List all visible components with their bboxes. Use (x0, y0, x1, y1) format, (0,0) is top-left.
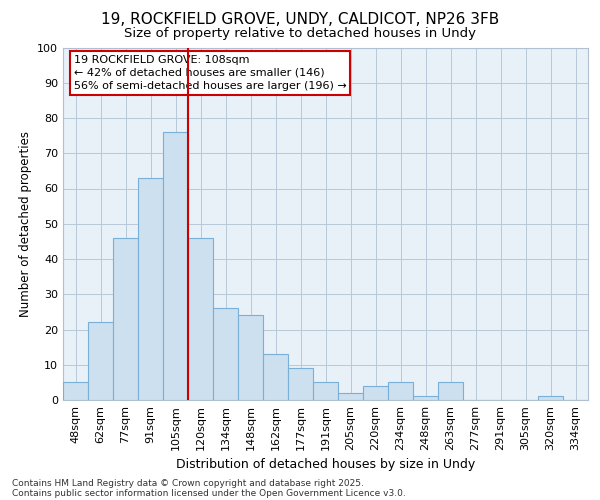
Bar (338, 393, 363, 400)
Bar (363, 386, 388, 400)
Bar (538, 396, 563, 400)
Text: 19, ROCKFIELD GROVE, UNDY, CALDICOT, NP26 3FB: 19, ROCKFIELD GROVE, UNDY, CALDICOT, NP2… (101, 12, 499, 28)
Bar (238, 316, 263, 400)
Bar (88, 322, 113, 400)
Bar (288, 368, 313, 400)
Bar (113, 238, 138, 400)
Bar (263, 354, 288, 400)
Text: Size of property relative to detached houses in Undy: Size of property relative to detached ho… (124, 28, 476, 40)
X-axis label: Distribution of detached houses by size in Undy: Distribution of detached houses by size … (176, 458, 475, 471)
Bar (188, 238, 213, 400)
Bar (163, 132, 188, 400)
Text: Contains HM Land Registry data © Crown copyright and database right 2025.: Contains HM Land Registry data © Crown c… (12, 478, 364, 488)
Text: Contains public sector information licensed under the Open Government Licence v3: Contains public sector information licen… (12, 488, 406, 498)
Y-axis label: Number of detached properties: Number of detached properties (19, 130, 32, 317)
Bar (63, 382, 88, 400)
Bar (388, 382, 413, 400)
Text: 19 ROCKFIELD GROVE: 108sqm
← 42% of detached houses are smaller (146)
56% of sem: 19 ROCKFIELD GROVE: 108sqm ← 42% of deta… (74, 54, 346, 91)
Bar (138, 178, 163, 400)
Bar (413, 396, 438, 400)
Bar (438, 382, 463, 400)
Bar (213, 308, 238, 400)
Bar (313, 382, 338, 400)
